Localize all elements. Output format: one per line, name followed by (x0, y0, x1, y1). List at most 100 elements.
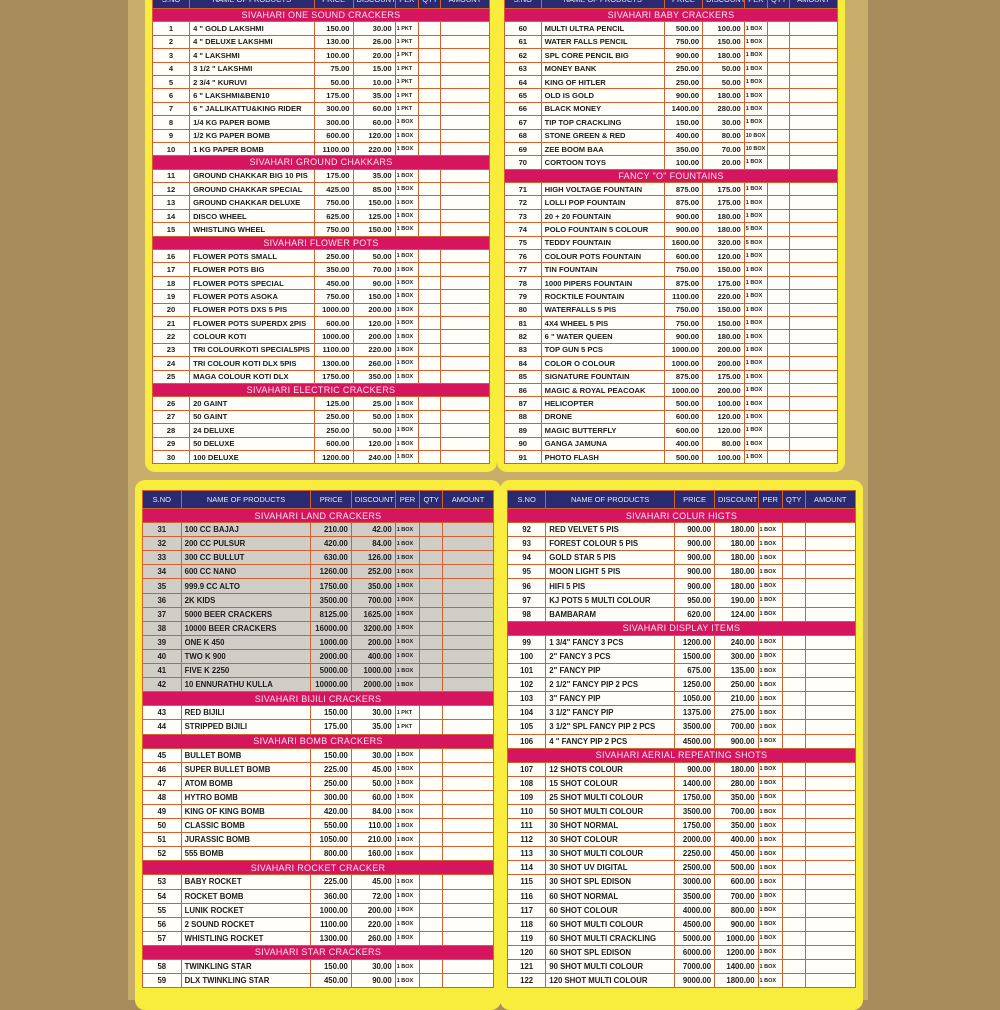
cell-qty-input[interactable] (767, 289, 790, 304)
cell-qty-input[interactable] (767, 48, 790, 63)
cell-qty-input[interactable] (781, 648, 806, 665)
cell-qty-input[interactable] (781, 775, 806, 791)
cell-qty-input[interactable] (781, 789, 806, 805)
cell-qty-input[interactable] (767, 182, 790, 197)
cell-qty-input[interactable] (418, 195, 442, 210)
cell-qty-input[interactable] (419, 550, 444, 566)
cell-amount-input[interactable] (788, 48, 839, 63)
cell-amount-input[interactable] (440, 222, 490, 237)
cell-amount-input[interactable] (788, 369, 839, 384)
cell-qty-input[interactable] (418, 34, 442, 50)
cell-qty-input[interactable] (418, 101, 442, 117)
cell-qty-input[interactable] (767, 315, 790, 331)
cell-amount-input[interactable] (442, 677, 494, 693)
cell-qty-input[interactable] (767, 409, 790, 425)
cell-qty-input[interactable] (781, 663, 806, 679)
cell-qty-input[interactable] (781, 550, 806, 566)
cell-qty-input[interactable] (781, 536, 806, 552)
cell-amount-input[interactable] (804, 648, 857, 665)
cell-amount-input[interactable] (440, 369, 490, 384)
cell-amount-input[interactable] (442, 930, 494, 946)
cell-qty-input[interactable] (419, 578, 444, 594)
cell-amount-input[interactable] (442, 564, 494, 580)
cell-amount-input[interactable] (440, 356, 490, 371)
cell-amount-input[interactable] (440, 21, 490, 36)
cell-qty-input[interactable] (781, 634, 806, 650)
cell-amount-input[interactable] (440, 34, 490, 50)
cell-qty-input[interactable] (418, 21, 442, 36)
cell-qty-input[interactable] (419, 902, 444, 918)
cell-qty-input[interactable] (781, 916, 806, 932)
cell-amount-input[interactable] (804, 818, 857, 834)
cell-qty-input[interactable] (418, 222, 442, 237)
cell-qty-input[interactable] (418, 168, 442, 184)
cell-amount-input[interactable] (804, 592, 857, 608)
cell-amount-input[interactable] (788, 449, 839, 465)
cell-qty-input[interactable] (418, 88, 442, 103)
cell-amount-input[interactable] (804, 634, 857, 650)
cell-amount-input[interactable] (442, 648, 494, 665)
cell-amount-input[interactable] (788, 409, 839, 425)
cell-qty-input[interactable] (419, 536, 444, 552)
cell-amount-input[interactable] (440, 342, 490, 358)
cell-amount-input[interactable] (804, 733, 857, 749)
cell-amount-input[interactable] (804, 578, 857, 594)
cell-amount-input[interactable] (788, 396, 839, 411)
cell-amount-input[interactable] (804, 536, 857, 552)
cell-qty-input[interactable] (767, 249, 790, 264)
cell-amount-input[interactable] (804, 705, 857, 721)
cell-qty-input[interactable] (418, 449, 442, 465)
cell-amount-input[interactable] (440, 329, 490, 344)
cell-qty-input[interactable] (781, 944, 806, 961)
cell-qty-input[interactable] (419, 634, 444, 650)
cell-amount-input[interactable] (788, 155, 839, 170)
cell-amount-input[interactable] (442, 846, 494, 862)
cell-amount-input[interactable] (442, 789, 494, 805)
cell-qty-input[interactable] (781, 733, 806, 749)
cell-amount-input[interactable] (440, 249, 490, 264)
cell-amount-input[interactable] (440, 302, 490, 317)
cell-amount-input[interactable] (440, 396, 490, 411)
cell-qty-input[interactable] (419, 775, 444, 791)
cell-qty-input[interactable] (781, 832, 806, 848)
cell-qty-input[interactable] (418, 289, 442, 304)
cell-amount-input[interactable] (788, 141, 839, 157)
cell-qty-input[interactable] (419, 648, 444, 665)
cell-amount-input[interactable] (788, 222, 839, 237)
cell-qty-input[interactable] (418, 182, 442, 197)
cell-qty-input[interactable] (767, 382, 790, 398)
cell-amount-input[interactable] (788, 329, 839, 344)
cell-qty-input[interactable] (419, 564, 444, 580)
cell-amount-input[interactable] (442, 663, 494, 679)
cell-amount-input[interactable] (440, 195, 490, 210)
cell-amount-input[interactable] (804, 789, 857, 805)
cell-amount-input[interactable] (442, 803, 494, 820)
cell-amount-input[interactable] (788, 302, 839, 317)
cell-amount-input[interactable] (804, 663, 857, 679)
cell-qty-input[interactable] (418, 61, 442, 76)
cell-qty-input[interactable] (419, 874, 444, 890)
cell-qty-input[interactable] (767, 342, 790, 358)
cell-amount-input[interactable] (442, 522, 494, 538)
cell-amount-input[interactable] (442, 606, 494, 622)
cell-qty-input[interactable] (418, 275, 442, 291)
cell-amount-input[interactable] (442, 705, 494, 721)
cell-qty-input[interactable] (419, 620, 444, 636)
cell-amount-input[interactable] (442, 818, 494, 834)
cell-amount-input[interactable] (442, 916, 494, 932)
cell-amount-input[interactable] (788, 275, 839, 291)
cell-qty-input[interactable] (781, 958, 806, 975)
cell-amount-input[interactable] (440, 48, 490, 63)
cell-amount-input[interactable] (442, 761, 494, 777)
cell-amount-input[interactable] (804, 846, 857, 862)
cell-amount-input[interactable] (804, 832, 857, 848)
cell-qty-input[interactable] (781, 874, 806, 890)
cell-amount-input[interactable] (804, 902, 857, 918)
cell-amount-input[interactable] (442, 902, 494, 918)
cell-qty-input[interactable] (767, 369, 790, 384)
cell-amount-input[interactable] (442, 536, 494, 552)
cell-qty-input[interactable] (781, 522, 806, 538)
cell-amount-input[interactable] (440, 141, 490, 157)
cell-qty-input[interactable] (418, 115, 442, 130)
cell-amount-input[interactable] (788, 289, 839, 304)
